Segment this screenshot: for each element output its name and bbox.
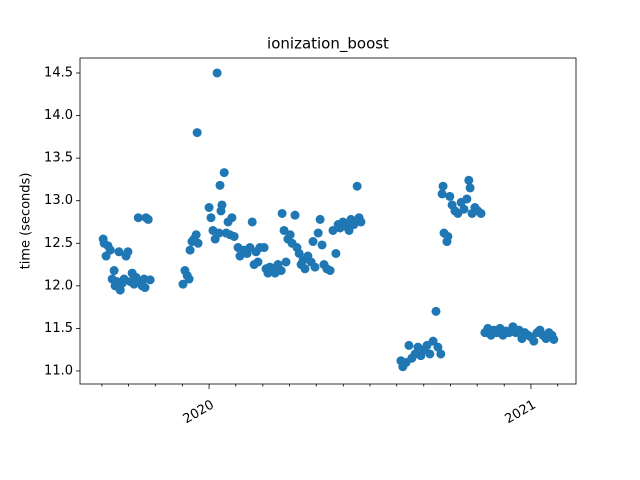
point [443, 231, 453, 241]
point [431, 306, 441, 316]
point [317, 240, 327, 250]
point [184, 274, 194, 284]
point [285, 230, 295, 240]
point [465, 183, 475, 193]
point [529, 336, 539, 346]
point [276, 266, 286, 276]
axes-frame [79, 57, 577, 385]
point [437, 189, 447, 199]
y-tick-label: 14.5 [44, 65, 73, 80]
point [308, 237, 318, 247]
y-tick-label: 14.0 [44, 108, 73, 123]
y-axis-label: time (seconds) [19, 173, 34, 270]
point [115, 285, 125, 295]
y-tick-label: 12.0 [44, 278, 73, 293]
point [217, 200, 227, 210]
point [325, 266, 335, 276]
point [300, 264, 310, 274]
point [344, 225, 354, 235]
point [133, 213, 143, 223]
point [140, 283, 150, 293]
point [349, 220, 359, 230]
y-tick-label: 13.0 [44, 193, 73, 208]
point [219, 168, 229, 178]
point [290, 210, 300, 220]
point [143, 214, 153, 224]
point [438, 181, 448, 191]
point [178, 279, 188, 289]
point [281, 257, 291, 267]
point [313, 228, 323, 238]
point [549, 334, 559, 344]
point [215, 180, 225, 190]
point [356, 217, 366, 227]
point [476, 208, 486, 218]
point [214, 228, 224, 238]
chart-title: ionization_boost [267, 35, 389, 54]
point [315, 214, 325, 224]
point [294, 248, 304, 258]
point [193, 238, 203, 248]
point [114, 247, 124, 257]
point [464, 175, 474, 185]
point [459, 204, 469, 214]
plot-area [98, 68, 559, 372]
y-tick-label: 11.0 [44, 363, 73, 378]
point [425, 349, 435, 359]
y-tick-label: 11.5 [44, 321, 73, 336]
point [206, 213, 216, 223]
point [253, 257, 263, 267]
point [310, 262, 320, 272]
point [191, 230, 201, 240]
point [192, 128, 202, 138]
point [352, 181, 362, 191]
point [145, 275, 155, 285]
point [428, 336, 438, 346]
y-tick-label: 13.5 [44, 151, 73, 166]
point [436, 349, 446, 359]
point [227, 213, 237, 223]
point [404, 340, 414, 350]
point [229, 231, 239, 241]
point [109, 266, 119, 276]
point [277, 208, 287, 218]
point [259, 243, 269, 253]
y-tick-label: 12.5 [44, 236, 73, 251]
point [328, 225, 338, 235]
point [185, 245, 195, 255]
point [445, 191, 455, 201]
point [105, 245, 115, 255]
point [212, 68, 222, 78]
point [204, 203, 214, 213]
point [123, 247, 133, 257]
point [433, 342, 443, 352]
point [331, 248, 341, 258]
point [247, 217, 257, 227]
point [462, 194, 472, 204]
